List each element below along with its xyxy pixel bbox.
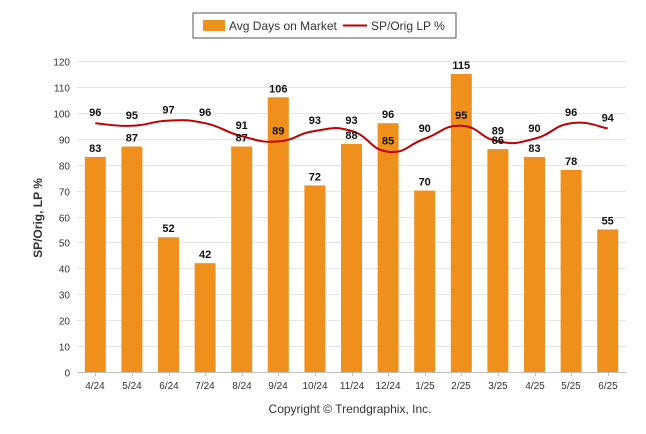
line-value-label: 89 xyxy=(272,125,284,137)
bar-value-label: 72 xyxy=(309,171,321,183)
line-value-label: 95 xyxy=(455,110,467,122)
y-tick-label: 30 xyxy=(59,291,71,302)
line-value-label: 96 xyxy=(199,107,211,119)
bar-value-label: 96 xyxy=(382,109,394,121)
bar-value-label: 88 xyxy=(345,130,357,142)
x-tick-label: 4/24 xyxy=(85,381,105,392)
bar xyxy=(84,156,106,372)
bar-value-label: 70 xyxy=(419,177,431,189)
x-tick-label: 3/25 xyxy=(488,381,508,392)
sp-orig-lp-line xyxy=(95,119,608,153)
line-value-label: 89 xyxy=(492,125,504,137)
bar xyxy=(524,156,545,372)
bar-value-label: 86 xyxy=(492,135,504,147)
bar xyxy=(158,237,179,372)
legend-bar-label: Avg Days on Market xyxy=(229,19,337,33)
bar-value-label: 106 xyxy=(269,83,287,95)
x-tick-label: 1/25 xyxy=(415,381,435,392)
bar xyxy=(560,169,582,372)
legend-bar-swatch xyxy=(203,20,225,31)
x-tick-label: 11/24 xyxy=(340,381,365,392)
y-tick-label: 120 xyxy=(53,58,70,69)
line-value-label: 94 xyxy=(602,112,615,124)
bar xyxy=(341,143,362,372)
bar xyxy=(377,123,399,372)
y-tick-label: 110 xyxy=(54,84,70,95)
y-tick-label: 80 xyxy=(59,162,71,173)
line-value-label: 97 xyxy=(162,105,174,117)
y-tick-label: 40 xyxy=(59,265,71,276)
line-value-label: 91 xyxy=(236,120,248,132)
x-tick-label: 12/24 xyxy=(375,381,400,392)
line-value-label: 95 xyxy=(126,110,138,122)
bar-value-label: 55 xyxy=(602,215,614,227)
y-axis-title: SP/Orig, LP % xyxy=(31,178,45,258)
line-value-label: 93 xyxy=(345,115,357,127)
line-value-label: 96 xyxy=(89,107,101,119)
bar-value-label: 42 xyxy=(199,249,211,261)
y-axis: 0 10 20 30 40 50 60 70 80 90 100 110 120 xyxy=(53,58,70,380)
bar-value-label: 87 xyxy=(126,133,138,145)
data-labels: 83 87 52 42 87 106 72 88 96 70 115 86 83 78 55 96 95 97 96… xyxy=(89,60,615,261)
y-tick-label: 60 xyxy=(59,214,71,225)
bar xyxy=(267,97,289,373)
y-tick-label: 90 xyxy=(59,136,71,147)
x-tick-label: 10/24 xyxy=(302,381,327,392)
bar xyxy=(487,149,509,372)
x-tick-label: 5/25 xyxy=(561,381,581,392)
bar-value-label: 83 xyxy=(528,143,540,155)
credits: Copyright © Trendgraphix, Inc. xyxy=(269,402,432,416)
y-tick-label: 70 xyxy=(59,188,71,199)
bar xyxy=(414,190,436,372)
line-value-label: 93 xyxy=(309,115,321,127)
x-axis: 4/24 5/24 6/24 7/24 8/24 9/24 10/24 11/24 12/24 1… xyxy=(85,372,618,392)
y-tick-label: 0 xyxy=(64,369,70,380)
bar-series xyxy=(84,73,619,373)
line-value-label: 90 xyxy=(528,123,540,135)
x-tick-label: 6/24 xyxy=(159,381,179,392)
line-value-label: 96 xyxy=(565,107,577,119)
legend: Avg Days on Market SP/Orig LP % xyxy=(192,12,457,39)
x-tick-label: 2/25 xyxy=(451,381,471,392)
bar xyxy=(450,73,472,372)
line-value-label: 90 xyxy=(419,123,431,135)
bar xyxy=(597,229,619,372)
legend-box xyxy=(192,12,457,39)
x-tick-label: 6/25 xyxy=(598,381,618,392)
y-tick-label: 100 xyxy=(53,110,70,121)
x-tick-label: 9/24 xyxy=(268,381,288,392)
x-tick-label: 8/24 xyxy=(232,381,252,392)
line-series xyxy=(95,119,608,153)
y-tick-label: 10 xyxy=(59,343,71,354)
bar xyxy=(121,146,143,372)
x-tick-label: 7/24 xyxy=(195,381,215,392)
legend-line-label: SP/Orig LP % xyxy=(371,19,445,33)
bar-value-label: 83 xyxy=(89,143,101,155)
bar-value-label: 115 xyxy=(452,60,470,72)
x-tick-label: 5/24 xyxy=(122,381,142,392)
y-tick-label: 50 xyxy=(59,239,71,250)
bar-value-label: 52 xyxy=(162,223,174,235)
bar xyxy=(231,146,253,372)
line-value-label: 85 xyxy=(382,136,394,148)
bar-value-label: 78 xyxy=(565,156,577,168)
bar-value-label: 87 xyxy=(236,133,248,145)
y-tick-label: 20 xyxy=(59,317,71,328)
bar xyxy=(304,185,326,372)
x-tick-label: 4/25 xyxy=(525,381,545,392)
bar xyxy=(194,263,216,372)
